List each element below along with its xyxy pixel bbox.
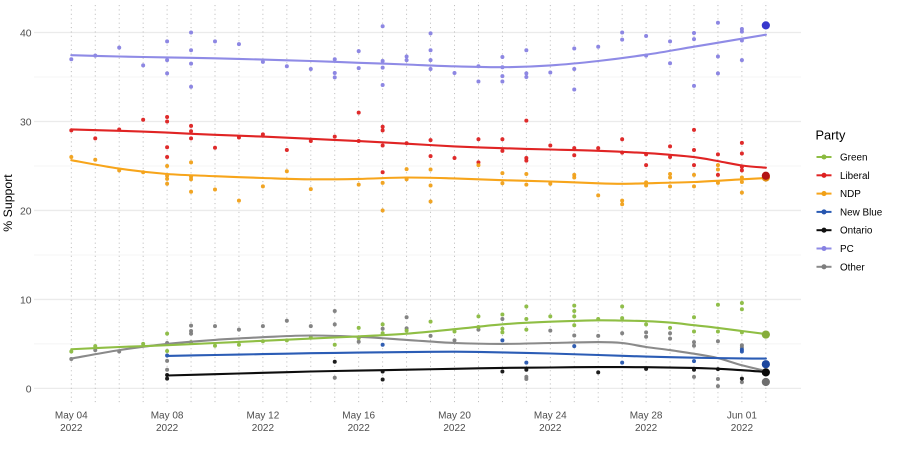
svg-text:10: 10 bbox=[20, 296, 32, 307]
svg-text:PC: PC bbox=[840, 244, 854, 255]
svg-text:Jun 01: Jun 01 bbox=[727, 410, 757, 421]
svg-text:May 20: May 20 bbox=[438, 410, 471, 421]
svg-text:Ontario: Ontario bbox=[840, 226, 873, 237]
svg-text:2022: 2022 bbox=[539, 423, 562, 434]
svg-text:May 28: May 28 bbox=[630, 410, 663, 421]
svg-text:2022: 2022 bbox=[731, 423, 754, 434]
svg-text:May 12: May 12 bbox=[247, 410, 280, 421]
svg-text:40: 40 bbox=[20, 29, 32, 40]
svg-text:May 16: May 16 bbox=[342, 410, 375, 421]
svg-text:New Blue: New Blue bbox=[840, 207, 883, 218]
svg-text:0: 0 bbox=[26, 385, 32, 396]
svg-text:Liberal: Liberal bbox=[840, 171, 870, 182]
svg-text:% Support: % Support bbox=[1, 174, 15, 232]
svg-text:30: 30 bbox=[20, 118, 32, 129]
svg-text:Green: Green bbox=[840, 153, 867, 164]
svg-text:May 08: May 08 bbox=[151, 410, 184, 421]
svg-text:NDP: NDP bbox=[840, 189, 861, 200]
svg-text:May 24: May 24 bbox=[534, 410, 567, 421]
svg-text:2022: 2022 bbox=[348, 423, 371, 434]
svg-text:2022: 2022 bbox=[252, 423, 275, 434]
svg-text:20: 20 bbox=[20, 207, 32, 218]
svg-text:2022: 2022 bbox=[156, 423, 179, 434]
svg-text:May 04: May 04 bbox=[55, 410, 88, 421]
svg-text:Other: Other bbox=[840, 262, 865, 273]
svg-text:Party: Party bbox=[816, 128, 846, 143]
svg-text:2022: 2022 bbox=[443, 423, 466, 434]
svg-text:2022: 2022 bbox=[60, 423, 83, 434]
svg-text:2022: 2022 bbox=[635, 423, 658, 434]
